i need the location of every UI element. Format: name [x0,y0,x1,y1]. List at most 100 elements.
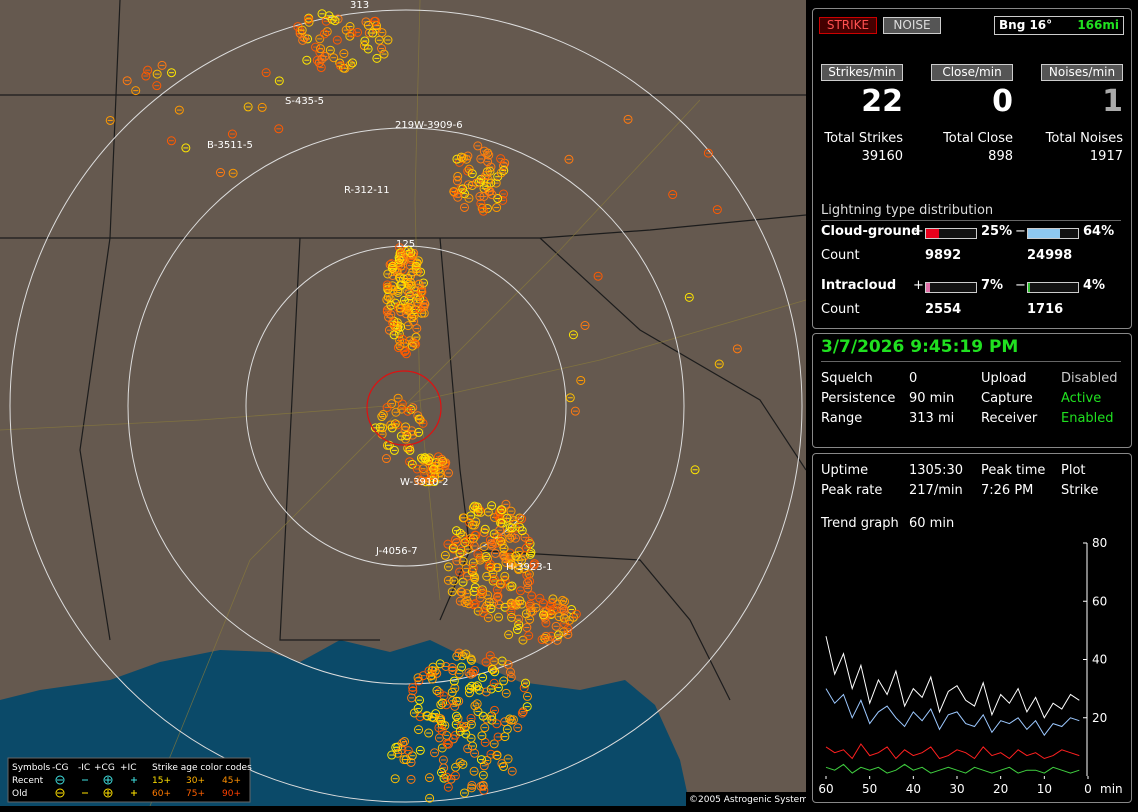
strike [481,657,491,667]
strike [570,406,580,416]
strike [490,548,500,558]
strike [377,28,387,38]
strike [489,705,499,715]
strike [477,731,487,741]
strike [378,423,388,433]
strike [464,193,474,203]
strike [476,781,486,791]
strike [407,459,417,469]
strike [487,664,497,674]
strike [392,318,402,328]
strike [487,711,497,721]
symbol [103,775,113,785]
strike [418,464,428,474]
strike [478,608,488,618]
legend-text: -CG [52,763,69,773]
strike [141,71,151,81]
strike [468,558,478,568]
age-code: 75+ [186,789,205,799]
strike [298,35,308,45]
strike [410,338,420,348]
strike [455,758,465,768]
strike [466,733,476,743]
strike [427,712,437,722]
strike [443,739,453,749]
strike [564,154,574,164]
strike [395,303,405,313]
strike [414,475,424,485]
strike [506,607,516,617]
strike [471,517,481,527]
strike [499,165,509,175]
strike [483,613,493,623]
count-label: Count [821,248,860,263]
strike [507,766,517,776]
strike [505,523,515,533]
strike [505,533,515,543]
strike [487,190,497,200]
noise-button[interactable]: NOISE [883,17,941,34]
strike-button[interactable]: STRIKE [819,17,877,34]
strike [439,691,449,701]
strike [274,76,284,86]
strike [330,16,340,26]
strike [454,669,464,679]
strike [464,688,474,698]
strike [374,35,384,45]
strike [539,610,549,620]
symbol [131,790,137,796]
map-label: H-3923-1 [506,562,553,573]
strike [404,302,414,312]
cell: Squelch [821,371,873,386]
rate-label: Noises/min [1041,64,1123,81]
strike [486,684,496,694]
strike [457,587,467,597]
strike [401,755,411,765]
strike [490,667,500,677]
total-label: Total Noises [1045,131,1123,146]
strike [438,456,448,466]
sign: + [913,224,924,239]
strike [668,190,678,200]
strike [455,596,465,606]
strike [703,148,713,158]
strike [414,725,424,735]
strike [524,631,534,641]
strike [312,55,322,65]
strike [395,243,405,253]
strike [412,323,422,333]
strike [467,783,477,793]
status-panel: 3/7/2026 9:45:19 PM Squelch 0 Upload Disabl… [812,333,1132,448]
strike [415,745,425,755]
strike [449,576,459,586]
map-label: B-3511-5 [207,140,253,151]
strike [440,550,450,560]
strike [500,576,510,586]
strike [436,472,446,482]
strike [181,143,191,153]
strike [470,701,480,711]
strike [552,635,562,645]
strike [464,668,474,678]
percent-label: 4% [1083,278,1106,293]
strike [105,115,115,125]
strike [525,614,535,624]
strike [461,649,471,659]
strike [456,152,466,162]
strike [407,341,417,351]
distance: 166mi [1077,18,1119,32]
strike [501,688,511,698]
strike [424,773,434,783]
strike [478,770,488,780]
strike [517,514,527,524]
rate-label: Strikes/min [821,64,903,81]
strike [500,552,510,562]
total-label: Total Close [943,131,1013,146]
strike [484,561,494,571]
strike [302,55,312,65]
strike [471,682,481,692]
strike [462,571,472,581]
percent-bar-track [925,228,977,239]
border [279,237,380,641]
map: 313 S-435-5 B-3511-5 219W-3909-6 R-312-11 125… [0,0,806,806]
